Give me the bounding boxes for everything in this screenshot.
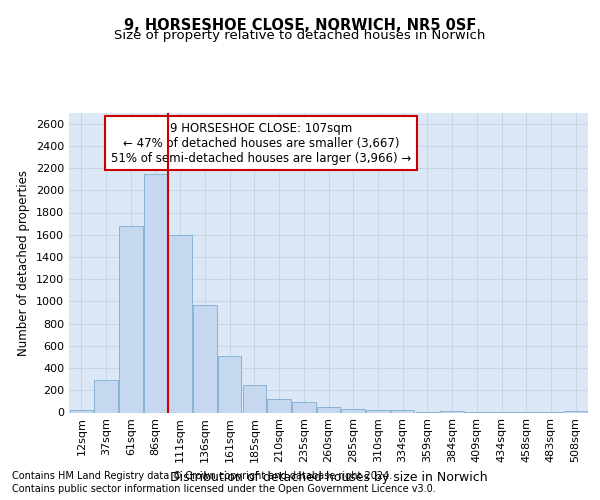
Bar	[242, 384, 266, 412]
Bar	[440, 410, 464, 412]
Bar	[268, 399, 291, 412]
Bar	[169, 234, 192, 412]
Bar	[564, 411, 587, 412]
Bar	[119, 226, 143, 412]
Text: Contains public sector information licensed under the Open Government Licence v3: Contains public sector information licen…	[12, 484, 436, 494]
Text: Contains HM Land Registry data © Crown copyright and database right 2024.: Contains HM Land Registry data © Crown c…	[12, 471, 392, 481]
Bar	[341, 408, 365, 412]
Bar	[94, 380, 118, 412]
Bar	[292, 402, 316, 412]
Text: 9, HORSESHOE CLOSE, NORWICH, NR5 0SF: 9, HORSESHOE CLOSE, NORWICH, NR5 0SF	[124, 18, 476, 32]
Bar	[218, 356, 241, 412]
Y-axis label: Number of detached properties: Number of detached properties	[17, 170, 31, 356]
Bar	[366, 410, 389, 412]
Bar	[391, 410, 415, 412]
Bar	[144, 174, 167, 412]
Bar	[193, 304, 217, 412]
X-axis label: Distribution of detached houses by size in Norwich: Distribution of detached houses by size …	[170, 470, 487, 484]
Text: Size of property relative to detached houses in Norwich: Size of property relative to detached ho…	[115, 29, 485, 42]
Bar	[317, 407, 340, 412]
Text: 9 HORSESHOE CLOSE: 107sqm
← 47% of detached houses are smaller (3,667)
51% of se: 9 HORSESHOE CLOSE: 107sqm ← 47% of detac…	[111, 122, 411, 164]
Bar	[70, 410, 93, 412]
